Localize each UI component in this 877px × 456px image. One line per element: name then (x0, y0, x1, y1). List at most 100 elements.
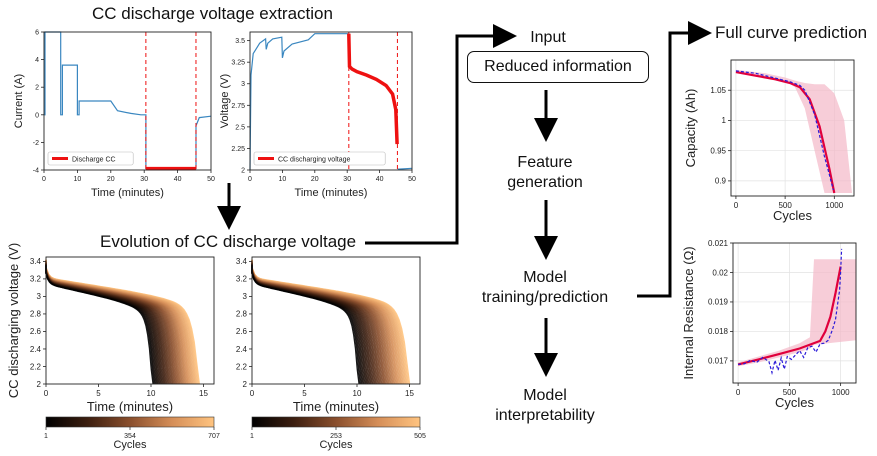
voltage-chart: 0 10 20 30 40 50 2 2.25 2.5 2.75 3 3.25 3.5 Time (min… (219, 31, 416, 199)
y-tick-label: 2.8 (30, 310, 42, 319)
x-tick-label: 20 (107, 176, 115, 183)
step-reduced-information: Reduced information (467, 51, 649, 83)
x-tick-label: 50 (207, 176, 215, 183)
plot-area (737, 248, 856, 376)
y-tick-label: 2.6 (30, 327, 42, 336)
x-axis-label: Time (minutes) (91, 187, 164, 199)
voltage-legend: CC discharging voltage (253, 151, 386, 166)
colorbar-tick-label: 354 (124, 433, 136, 440)
y-tick-label: 2.2 (30, 362, 42, 371)
colorbar: 1 354 707 Cycles (44, 416, 220, 451)
plot-area (44, 31, 212, 171)
capacity-chart: 0 500 1000 0.9 0.95 1 1.05 Cycles Capacity (Ah) (683, 59, 855, 223)
interp-line-1: Model (523, 387, 567, 404)
legend-label: Discharge CC (72, 157, 116, 164)
x-tick-label: 15 (199, 389, 208, 398)
y-tick-label: 2 (241, 167, 245, 174)
model-line-1: Model (523, 269, 567, 286)
axes-frame (732, 242, 857, 384)
x-tick-label: 0 (736, 388, 741, 397)
step-model-interpretability: Model interpretability (470, 386, 620, 426)
x-tick-label: 0 (42, 176, 46, 183)
axes-frame (43, 31, 212, 171)
y-axis-label: Voltage (V) (219, 74, 231, 128)
x-axis-label: Cycles (775, 395, 815, 410)
y-tick-label: 0.9 (715, 177, 727, 186)
y-tick-label: 1.05 (710, 86, 726, 95)
feature-line-2: generation (507, 174, 583, 191)
y-tick-label: 2.4 (236, 345, 248, 354)
capacity-prediction-line (735, 71, 836, 194)
y-tick-label: 3.5 (235, 38, 245, 45)
evolution-chart-2: 0 5 10 15 2 2.2 2.4 2.6 2.8 3 3.2 3.4 Time (minutes)… (236, 256, 426, 451)
step-feature-generation: Feature generation (480, 153, 610, 193)
colorbar-gradient (251, 416, 421, 428)
x-axis-label: Time (minutes) (295, 187, 368, 199)
y-tick-label: 3.4 (236, 257, 248, 266)
y-tick-label: 0.019 (708, 298, 729, 307)
x-tick-label: 40 (174, 176, 182, 183)
y-tick-label: 3.4 (30, 257, 42, 266)
x-tick-label: 0 (248, 176, 252, 183)
x-tick-label: 10 (74, 176, 82, 183)
legend-box (253, 151, 386, 166)
y-tick-label: -2 (33, 140, 39, 147)
y-tick-label: 0.95 (710, 146, 726, 155)
heading-extraction: CC discharge voltage extraction (92, 4, 333, 23)
current-legend: Discharge CC (47, 151, 134, 166)
y-tick-label: 0 (35, 112, 39, 119)
x-tick-label: 30 (343, 176, 351, 183)
capacity-measured-line (735, 70, 834, 191)
colorbar-gradient (45, 416, 215, 428)
x-tick-label: 30 (140, 176, 148, 183)
x-tick-label: 10 (279, 176, 287, 183)
colorbar-tick-label: 1 (44, 433, 48, 440)
y-tick-label: 3 (243, 292, 248, 301)
x-tick-label: 0 (734, 201, 739, 210)
y-tick-label: 2 (35, 85, 39, 92)
x-axis-label: Time (minutes) (87, 399, 173, 414)
y-tick-label: 0.017 (708, 357, 729, 366)
y-tick-label: 2.5 (235, 124, 245, 131)
model-line-2: training/prediction (481, 289, 609, 306)
x-axis-label: Time (minutes) (293, 399, 379, 414)
y-tick-label: 2.4 (30, 345, 42, 354)
x-tick-label: 50 (408, 176, 416, 183)
current-chart: 0 10 20 30 40 50 -4 -2 0 2 4 6 Time (minutes) Current… (13, 29, 215, 199)
x-tick-label: 1000 (832, 388, 850, 397)
axes-frame (249, 31, 413, 171)
x-axis-label: Cycles (773, 208, 813, 223)
y-tick-label: 0.021 (708, 239, 729, 248)
legend-label: CC discharging voltage (278, 157, 350, 164)
x-tick-label: 10 (147, 389, 156, 398)
current-trace (44, 31, 212, 170)
evolution-curve (251, 265, 360, 385)
arrow-evolution-to-input (365, 24, 517, 245)
voltage-trace (397, 167, 413, 170)
y-tick-label: 3 (241, 81, 245, 88)
x-tick-label: 5 (96, 389, 101, 398)
y-tick-label: 2 (37, 380, 42, 389)
heading-evolution: Evolution of CC discharge voltage (100, 232, 357, 251)
plot-area (251, 259, 411, 385)
y-axis-label: Current (A) (13, 74, 25, 128)
resistance-prediction-line (737, 266, 842, 366)
x-tick-label: 10 (353, 389, 362, 398)
plot-area (249, 32, 413, 171)
x-tick-label: 20 (311, 176, 319, 183)
step-model-training: Model training/prediction (450, 268, 640, 308)
y-tick-label: 4 (35, 57, 39, 64)
capacity-confidence-band (735, 69, 852, 193)
colorbar-tick-label: 1 (250, 433, 254, 440)
y-tick-label: 6 (35, 29, 39, 36)
resistance-measured-line (738, 248, 843, 376)
y-tick-label: 0.018 (708, 327, 729, 336)
x-tick-label: 500 (783, 388, 797, 397)
colorbar-tick-label: 505 (414, 433, 426, 440)
flow-arrows (217, 21, 712, 377)
interp-line-2: interpretability (495, 407, 595, 424)
colorbar: 1 253 505 Cycles (250, 416, 426, 451)
axes-frame (251, 256, 421, 385)
arrow-model-to-full-curve (637, 21, 712, 298)
